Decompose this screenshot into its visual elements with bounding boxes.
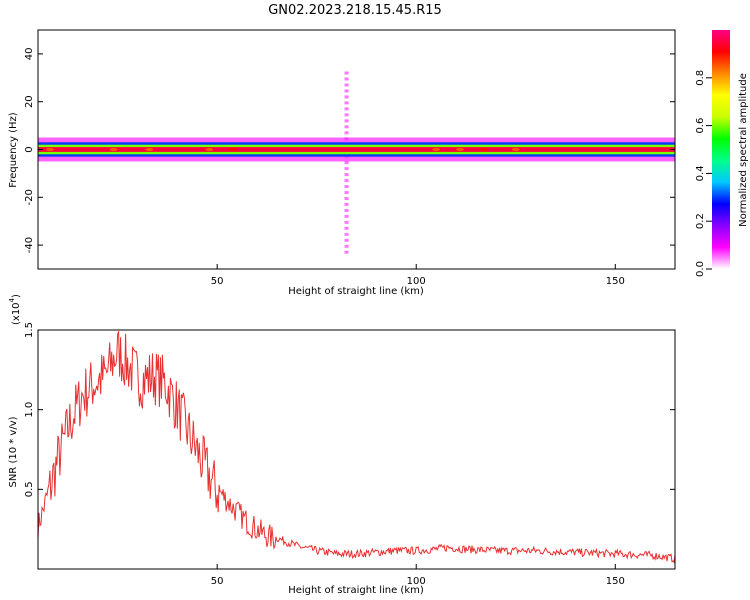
- spectrogram-peak-spot: [205, 147, 214, 152]
- spectrogram-cell: [344, 125, 349, 129]
- spectrogram-peak-spot: [109, 147, 118, 152]
- snr-x-ticks: 50 100 150: [211, 564, 625, 587]
- spectrogram-marks: [38, 71, 675, 254]
- snr-y-scale-label: (x104): [8, 294, 22, 325]
- spectrogram-cell: [344, 77, 349, 81]
- spectrogram-cell: [344, 107, 349, 111]
- snr-y-ticks: 0.5 1.0 1.5: [24, 322, 675, 497]
- spectrogram-cell: [344, 214, 349, 218]
- spectrogram-cell: [344, 196, 349, 200]
- spectrogram-cell: [344, 226, 349, 230]
- spectrogram-cell: [344, 208, 349, 212]
- colorbar-tick-label: 0.8: [695, 70, 706, 86]
- spectrogram-cell: [344, 89, 349, 93]
- snr-y-scale-close: ): [11, 294, 22, 298]
- spectrogram-y-tick-label: 40: [24, 48, 35, 61]
- colorbar-gradient: [712, 30, 730, 269]
- spectrogram-y-tick-label: -20: [24, 189, 35, 205]
- spectrogram-cell: [344, 220, 349, 224]
- snr-y-tick-label: 1.0: [24, 402, 35, 418]
- spectrogram-y-tick-label: 0: [24, 146, 35, 152]
- spectrogram-cell: [344, 244, 349, 248]
- spectrogram-cell: [344, 250, 349, 254]
- snr-x-tick-label: 100: [407, 576, 426, 587]
- snr-frame: [37, 329, 676, 570]
- spectrogram-cell: [344, 232, 349, 236]
- spectrogram-peak-spot: [229, 147, 238, 152]
- spectrogram-peak-spot: [479, 147, 488, 152]
- spectrogram-cell: [344, 173, 349, 177]
- spectrogram-peak-spot: [45, 147, 54, 152]
- figure-title: GN02.2023.218.15.45.R15: [268, 3, 442, 18]
- spectrogram-cell: [344, 238, 349, 242]
- spectrogram-peak-spot: [432, 147, 441, 152]
- spectrogram-peak-spot: [145, 147, 154, 152]
- snr-y-tick-label: 0.5: [24, 481, 35, 497]
- spectrogram-cell: [344, 179, 349, 183]
- colorbar-ticks: 0.0 0.2 0.4 0.6 0.8: [695, 70, 712, 277]
- spectrogram-y-ticks: 40 20 0 -20 -40: [24, 48, 675, 253]
- spectrogram-cell: [344, 131, 349, 135]
- spectrogram-x-tick-label: 150: [606, 276, 625, 287]
- snr-y-tick-label: 1.5: [24, 322, 35, 338]
- snr-y-scale-base: (x10: [11, 302, 22, 325]
- spectrogram-x-axis-label: Height of straight line (km): [288, 286, 424, 297]
- snr-background: [38, 330, 675, 569]
- spectrogram-panel: 50 100 150 40 20 0 -20 -40 Height of straight …: [8, 29, 676, 297]
- snr-x-tick-label: 50: [211, 576, 224, 587]
- colorbar-tick-label: 0.2: [695, 213, 706, 229]
- spectrogram-cell: [344, 185, 349, 189]
- spectrogram-cell: [344, 119, 349, 123]
- spectrogram-x-ticks: 50 100 150: [211, 264, 625, 287]
- spectrogram-cell: [344, 101, 349, 105]
- colorbar-tick-label: 0.0: [695, 261, 706, 277]
- spectrogram-x-tick-label: 50: [211, 276, 224, 287]
- spectrogram-cell: [344, 167, 349, 171]
- snr-y-axis-label: SNR (10 * v/v): [8, 416, 19, 487]
- spectrogram-peak-spot: [511, 147, 520, 152]
- snr-x-tick-label: 150: [606, 576, 625, 587]
- spectrogram-y-axis-label: Frequency (Hz): [8, 112, 19, 188]
- spectrogram-cell: [344, 95, 349, 99]
- spectrogram-cell: [344, 202, 349, 206]
- colorbar: 0.0 0.2 0.4 0.6 0.8 Normalized spectral ampl…: [695, 30, 749, 277]
- spectrogram-cell: [344, 113, 349, 117]
- spectrogram-band-layer: [38, 147, 675, 152]
- spectrogram-cell: [344, 161, 349, 165]
- spectrogram-y-tick-label: 20: [24, 95, 35, 108]
- snr-y-scale-exponent: 4: [8, 297, 16, 302]
- spectrogram-y-tick-label: -40: [24, 237, 35, 253]
- colorbar-label: Normalized spectral amplitude: [738, 73, 749, 227]
- spectrogram-peak-spot: [456, 147, 465, 152]
- snr-panel: 50 100 150 0.5 1.0 1.5 Height of straight li…: [8, 294, 676, 596]
- colorbar-tick-label: 0.4: [695, 165, 706, 181]
- snr-x-axis-label: Height of straight line (km): [288, 585, 424, 596]
- snr-series-line: [37, 331, 676, 564]
- spectrogram-cell: [344, 191, 349, 195]
- spectrogram-cell: [344, 71, 349, 75]
- colorbar-tick-label: 0.6: [695, 118, 706, 134]
- spectrogram-x-tick-label: 100: [407, 276, 426, 287]
- spectrogram-cell: [344, 83, 349, 87]
